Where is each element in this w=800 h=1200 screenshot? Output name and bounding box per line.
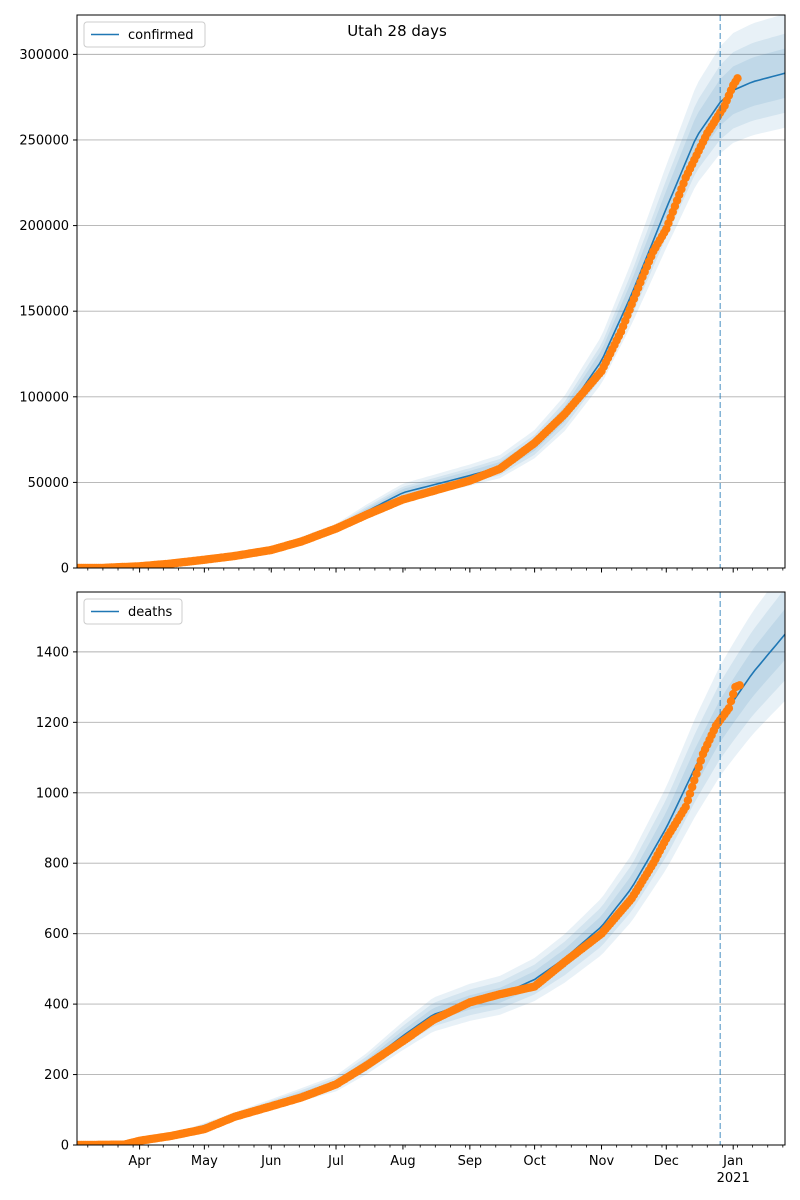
y-tick-label: 1400 <box>36 645 69 660</box>
deaths-panel: 0 200 400 600 800 1000 1200 1400 deaths Apr May Jun… <box>36 591 786 1186</box>
observed-point <box>690 776 699 785</box>
y-tick-label: 1200 <box>36 716 69 731</box>
observed-markers <box>77 74 742 568</box>
y-tick-label: 0 <box>61 1139 69 1154</box>
legend-label: deaths <box>128 605 173 620</box>
x-tick-label: Sep <box>458 1154 483 1169</box>
y-tick-label: 0 <box>61 562 69 577</box>
observed-point <box>681 802 690 812</box>
observed-point <box>735 681 744 690</box>
legend-box <box>83 21 206 48</box>
observed-point <box>729 689 738 699</box>
y-tick-label: 250000 <box>19 133 69 148</box>
observed-point <box>685 789 695 798</box>
plot-area <box>77 15 785 568</box>
uncertainty-band <box>77 33 785 568</box>
x-tick-label: May <box>191 1154 218 1169</box>
observed-point <box>688 782 697 792</box>
x-tick-label: Jul <box>327 1154 344 1169</box>
legend-label: confirmed <box>128 28 194 43</box>
y-tick-label: 800 <box>44 857 69 872</box>
legend: deaths <box>83 598 183 625</box>
x-tick-label: Nov <box>589 1154 615 1169</box>
y-tick-label: 600 <box>44 927 69 942</box>
legend-box <box>83 598 183 625</box>
y-tick-label: 1000 <box>36 786 69 801</box>
x-tick-label: Aug <box>390 1154 415 1169</box>
plot-area <box>77 592 785 1145</box>
legend: confirmed <box>83 21 206 48</box>
observed-point <box>696 756 705 765</box>
observed-point <box>726 697 736 706</box>
observed-point <box>733 74 742 83</box>
x-tick-label: Jun <box>260 1154 281 1169</box>
y-tick-label: 200 <box>44 1068 69 1083</box>
observed-point <box>694 763 703 772</box>
axes-frame <box>76 14 786 569</box>
y-tick-label: 400 <box>44 998 69 1013</box>
y-tick-label: 100000 <box>19 390 69 405</box>
x-tick-label: Oct <box>523 1154 545 1169</box>
uncertainty-band <box>77 15 785 568</box>
confirmed-panel: 0 50000 100000 150000 200000 250000 300000 conf… <box>19 14 786 577</box>
y-tick-label: 50000 <box>28 476 69 491</box>
observed-point <box>724 704 734 713</box>
chart-title: Utah 28 days <box>347 22 447 40</box>
x-tick-label: Apr <box>128 1154 151 1169</box>
y-tick-label: 300000 <box>19 48 69 63</box>
y-tick-label: 200000 <box>19 219 69 234</box>
x-tick-label: Dec <box>654 1154 679 1169</box>
uncertainty-band <box>77 48 785 568</box>
observed-point <box>692 769 701 778</box>
observed-markers <box>77 681 744 1145</box>
axes-frame <box>76 591 786 1146</box>
y-tick-label: 150000 <box>19 305 69 320</box>
observed-point <box>683 796 693 805</box>
x-tick-label: Jan <box>722 1154 743 1169</box>
x-tick-year-label: 2021 <box>717 1171 750 1186</box>
